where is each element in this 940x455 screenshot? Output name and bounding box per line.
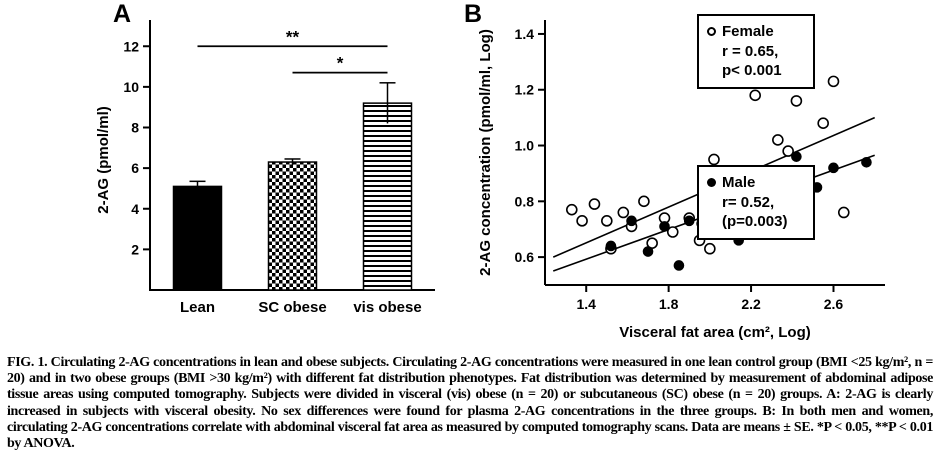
data-point-female xyxy=(646,237,658,249)
x-tick-label: 1.4 xyxy=(576,296,596,312)
data-point-female xyxy=(576,215,588,227)
data-point-male xyxy=(626,215,637,227)
significance-label: * xyxy=(337,54,344,73)
data-point-male xyxy=(861,156,872,168)
legend-male-p-value: (p=0.003) xyxy=(722,213,788,230)
panel-a-label: A xyxy=(113,0,132,28)
data-point-female xyxy=(749,89,761,102)
data-point-male xyxy=(605,240,617,252)
legend-female: Female r = 0.65, p< 0.001 xyxy=(697,14,815,89)
category-label: Lean xyxy=(180,299,215,316)
open-circle-icon xyxy=(707,27,716,37)
x-axis-label: Visceral fat area (cm², Log) xyxy=(619,324,810,341)
y-tick-label: 1.2 xyxy=(515,82,535,98)
data-point-female xyxy=(617,206,630,219)
bar-vis-obese xyxy=(362,102,413,291)
y-tick-label: 6 xyxy=(131,160,139,176)
legend-female-r-value: r = 0.65, xyxy=(722,42,779,60)
y-tick-label: 12 xyxy=(123,38,139,54)
legend-female-p-value: p< 0.001 xyxy=(722,62,782,79)
data-point-female xyxy=(565,203,578,216)
y-axis-label: 2-AG concentration (pmol/ml, Log) xyxy=(477,29,494,276)
figure-1: A B 2 4 6 8 10 12 Lean SC obese vis obese ** * 2-AG… xyxy=(95,0,940,352)
data-point-female xyxy=(601,215,613,227)
legend-female-title: Female xyxy=(707,22,807,42)
legend-male-r-value: r= 0.52, xyxy=(722,193,775,211)
data-point-male xyxy=(673,260,685,271)
data-point-female xyxy=(790,95,803,107)
scatter-panel-b: 1.4 1.8 2.2 2.6 0.6 0.8 1.0 1.2 1.4 Visceral fat … xyxy=(460,0,940,352)
data-point-male xyxy=(642,246,654,257)
data-point-female xyxy=(827,75,840,88)
panel-b-label: B xyxy=(464,0,483,28)
y-tick-label: 10 xyxy=(123,79,139,95)
legend-male-title: Male xyxy=(707,173,807,193)
data-point-female xyxy=(772,134,784,146)
data-point-male xyxy=(828,162,839,174)
data-point-female xyxy=(837,206,850,219)
data-point-female xyxy=(782,145,794,157)
data-point-male xyxy=(791,151,802,162)
data-point-female xyxy=(638,195,650,208)
data-point-male xyxy=(659,221,670,232)
y-tick-label: 0.8 xyxy=(515,193,535,209)
filled-circle-icon xyxy=(707,178,716,188)
data-point-female xyxy=(708,153,720,166)
x-tick-label: 1.8 xyxy=(659,296,679,312)
legend-female-name: Female xyxy=(722,23,774,40)
x-tick-label: 2.6 xyxy=(824,296,844,312)
data-point-female xyxy=(704,242,716,255)
y-axis-label: 2-AG (pmol/ml) xyxy=(95,106,112,214)
bar-lean xyxy=(172,185,223,291)
y-tick-label: 0.6 xyxy=(515,249,535,265)
y-tick-label: 2 xyxy=(131,241,139,257)
figure-caption: FIG. 1. Circulating 2-AG concentrations … xyxy=(7,355,933,452)
y-tick-label: 1.0 xyxy=(515,138,535,154)
y-tick-label: 8 xyxy=(131,120,139,136)
y-tick-label: 1.4 xyxy=(515,26,535,42)
bar-sc-obese xyxy=(267,161,318,291)
category-label: vis obese xyxy=(353,299,421,316)
y-tick-label: 4 xyxy=(131,201,139,217)
legend-male: Male r= 0.52, (p=0.003) xyxy=(697,165,815,240)
data-point-female xyxy=(666,226,679,238)
data-point-male xyxy=(683,215,695,227)
data-point-female xyxy=(817,117,829,130)
category-label: SC obese xyxy=(258,299,326,316)
data-point-female xyxy=(588,198,601,210)
legend-male-name: Male xyxy=(722,174,756,191)
significance-label: ** xyxy=(286,27,300,46)
x-tick-label: 2.2 xyxy=(741,296,761,312)
